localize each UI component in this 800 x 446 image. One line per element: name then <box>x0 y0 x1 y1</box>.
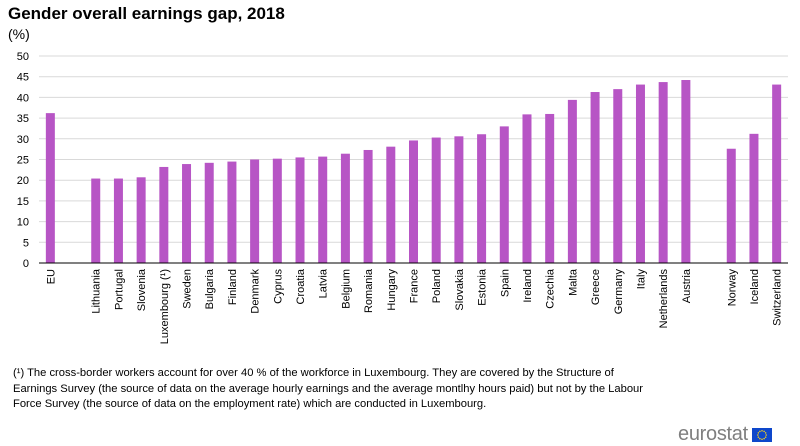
bar <box>567 99 577 263</box>
flag-star <box>757 431 759 434</box>
x-tick-label: Croatia <box>295 268 307 304</box>
bar <box>749 133 759 263</box>
y-tick-label: 15 <box>17 196 29 208</box>
flag-star <box>756 433 759 436</box>
bar <box>295 157 305 263</box>
x-tick-label: Hungary <box>386 269 398 311</box>
bar <box>136 177 146 263</box>
bar <box>318 156 328 263</box>
x-tick-label: Malta <box>567 268 579 296</box>
x-tick-label: EU <box>45 269 57 284</box>
x-tick-label: Cyprus <box>272 269 284 304</box>
flag-star <box>759 430 761 432</box>
y-tick-label: 10 <box>17 217 29 229</box>
y-tick-label: 5 <box>23 237 29 249</box>
bar <box>113 178 123 263</box>
axes: 0 5 10 15 20 25 30 35 40 45 50 EU Lithuania Portugal S… <box>17 51 788 344</box>
flag-star <box>763 430 765 432</box>
y-tick-label: 30 <box>17 134 29 146</box>
bar <box>272 158 282 263</box>
x-tick-label: Spain <box>499 269 511 297</box>
bar <box>613 89 623 264</box>
x-tick-label: Slovenia <box>136 268 148 311</box>
x-tick-label: Latvia <box>318 268 330 298</box>
x-tick-label: France <box>409 269 421 303</box>
bar <box>340 153 350 263</box>
x-tick-label: Estonia <box>477 268 489 306</box>
x-tick-label: Czechia <box>545 268 557 309</box>
x-tick-label: Portugal <box>113 269 125 310</box>
y-tick-label: 0 <box>23 258 29 270</box>
bar <box>590 92 600 263</box>
x-tick-label: Austria <box>681 268 693 303</box>
flag-star <box>761 429 763 432</box>
bar <box>409 140 418 263</box>
y-tick-label: 45 <box>17 72 29 84</box>
bar <box>658 82 668 263</box>
x-tick-label: Iceland <box>749 269 761 304</box>
x-tick-label: Netherlands <box>658 269 670 329</box>
x-tick-label: Luxembourg (¹) <box>159 269 171 344</box>
x-tick-label: Germany <box>613 269 625 315</box>
bar <box>545 113 555 264</box>
x-tick-label: Sweden <box>182 269 194 309</box>
flag-star <box>763 437 765 439</box>
x-tick-label: Greece <box>590 269 602 305</box>
bar <box>726 148 736 263</box>
bar <box>635 84 645 263</box>
bar <box>91 178 101 263</box>
flag-star <box>764 435 767 438</box>
flag-star <box>761 437 763 440</box>
bar <box>182 164 192 263</box>
bar <box>204 162 214 263</box>
bar <box>477 134 487 263</box>
bars <box>45 80 782 264</box>
bar <box>454 136 464 263</box>
footnote: (¹) The cross-border workers account for… <box>13 367 644 410</box>
bar <box>499 126 509 263</box>
x-tick-label: Norway <box>726 269 738 307</box>
bar <box>431 137 441 263</box>
bar <box>227 161 237 263</box>
x-tick-label: Ireland <box>522 269 534 303</box>
bar <box>681 80 691 264</box>
x-tick-label: Denmark <box>250 269 262 314</box>
flag-star <box>764 431 767 434</box>
x-tick-label: Poland <box>431 269 443 303</box>
x-tick-label: Lithuania <box>91 268 103 314</box>
bar <box>386 146 396 263</box>
bar <box>250 159 260 263</box>
x-tick-label: Belgium <box>340 269 352 309</box>
eurostat-logo: eurostat <box>678 423 772 446</box>
y-tick-label: 20 <box>17 175 29 187</box>
bar <box>159 166 169 263</box>
x-tick-label: Finland <box>227 269 239 305</box>
bar <box>772 84 782 263</box>
x-tick-label: Romania <box>363 268 375 313</box>
bar <box>522 114 532 264</box>
bar <box>363 149 373 263</box>
eu-flag-icon <box>751 427 772 442</box>
x-tick-label: Italy <box>635 269 647 290</box>
y-axis-unit-label: (%) <box>8 26 30 42</box>
eurostat-logo-text: eurostat <box>678 423 748 445</box>
x-tick-label: Slovakia <box>454 268 466 310</box>
y-tick-label: 35 <box>17 113 29 125</box>
chart-title: Gender overall earnings gap, 2018 <box>8 4 285 23</box>
x-tick-label: Switzerland <box>772 269 784 326</box>
flag-star <box>757 435 759 438</box>
y-tick-label: 50 <box>17 51 29 63</box>
y-tick-label: 40 <box>17 92 29 104</box>
bar <box>45 113 55 264</box>
flag-star <box>759 437 761 439</box>
flag-star <box>765 433 767 436</box>
x-tick-label: Bulgaria <box>204 268 216 309</box>
y-tick-label: 25 <box>17 155 29 167</box>
